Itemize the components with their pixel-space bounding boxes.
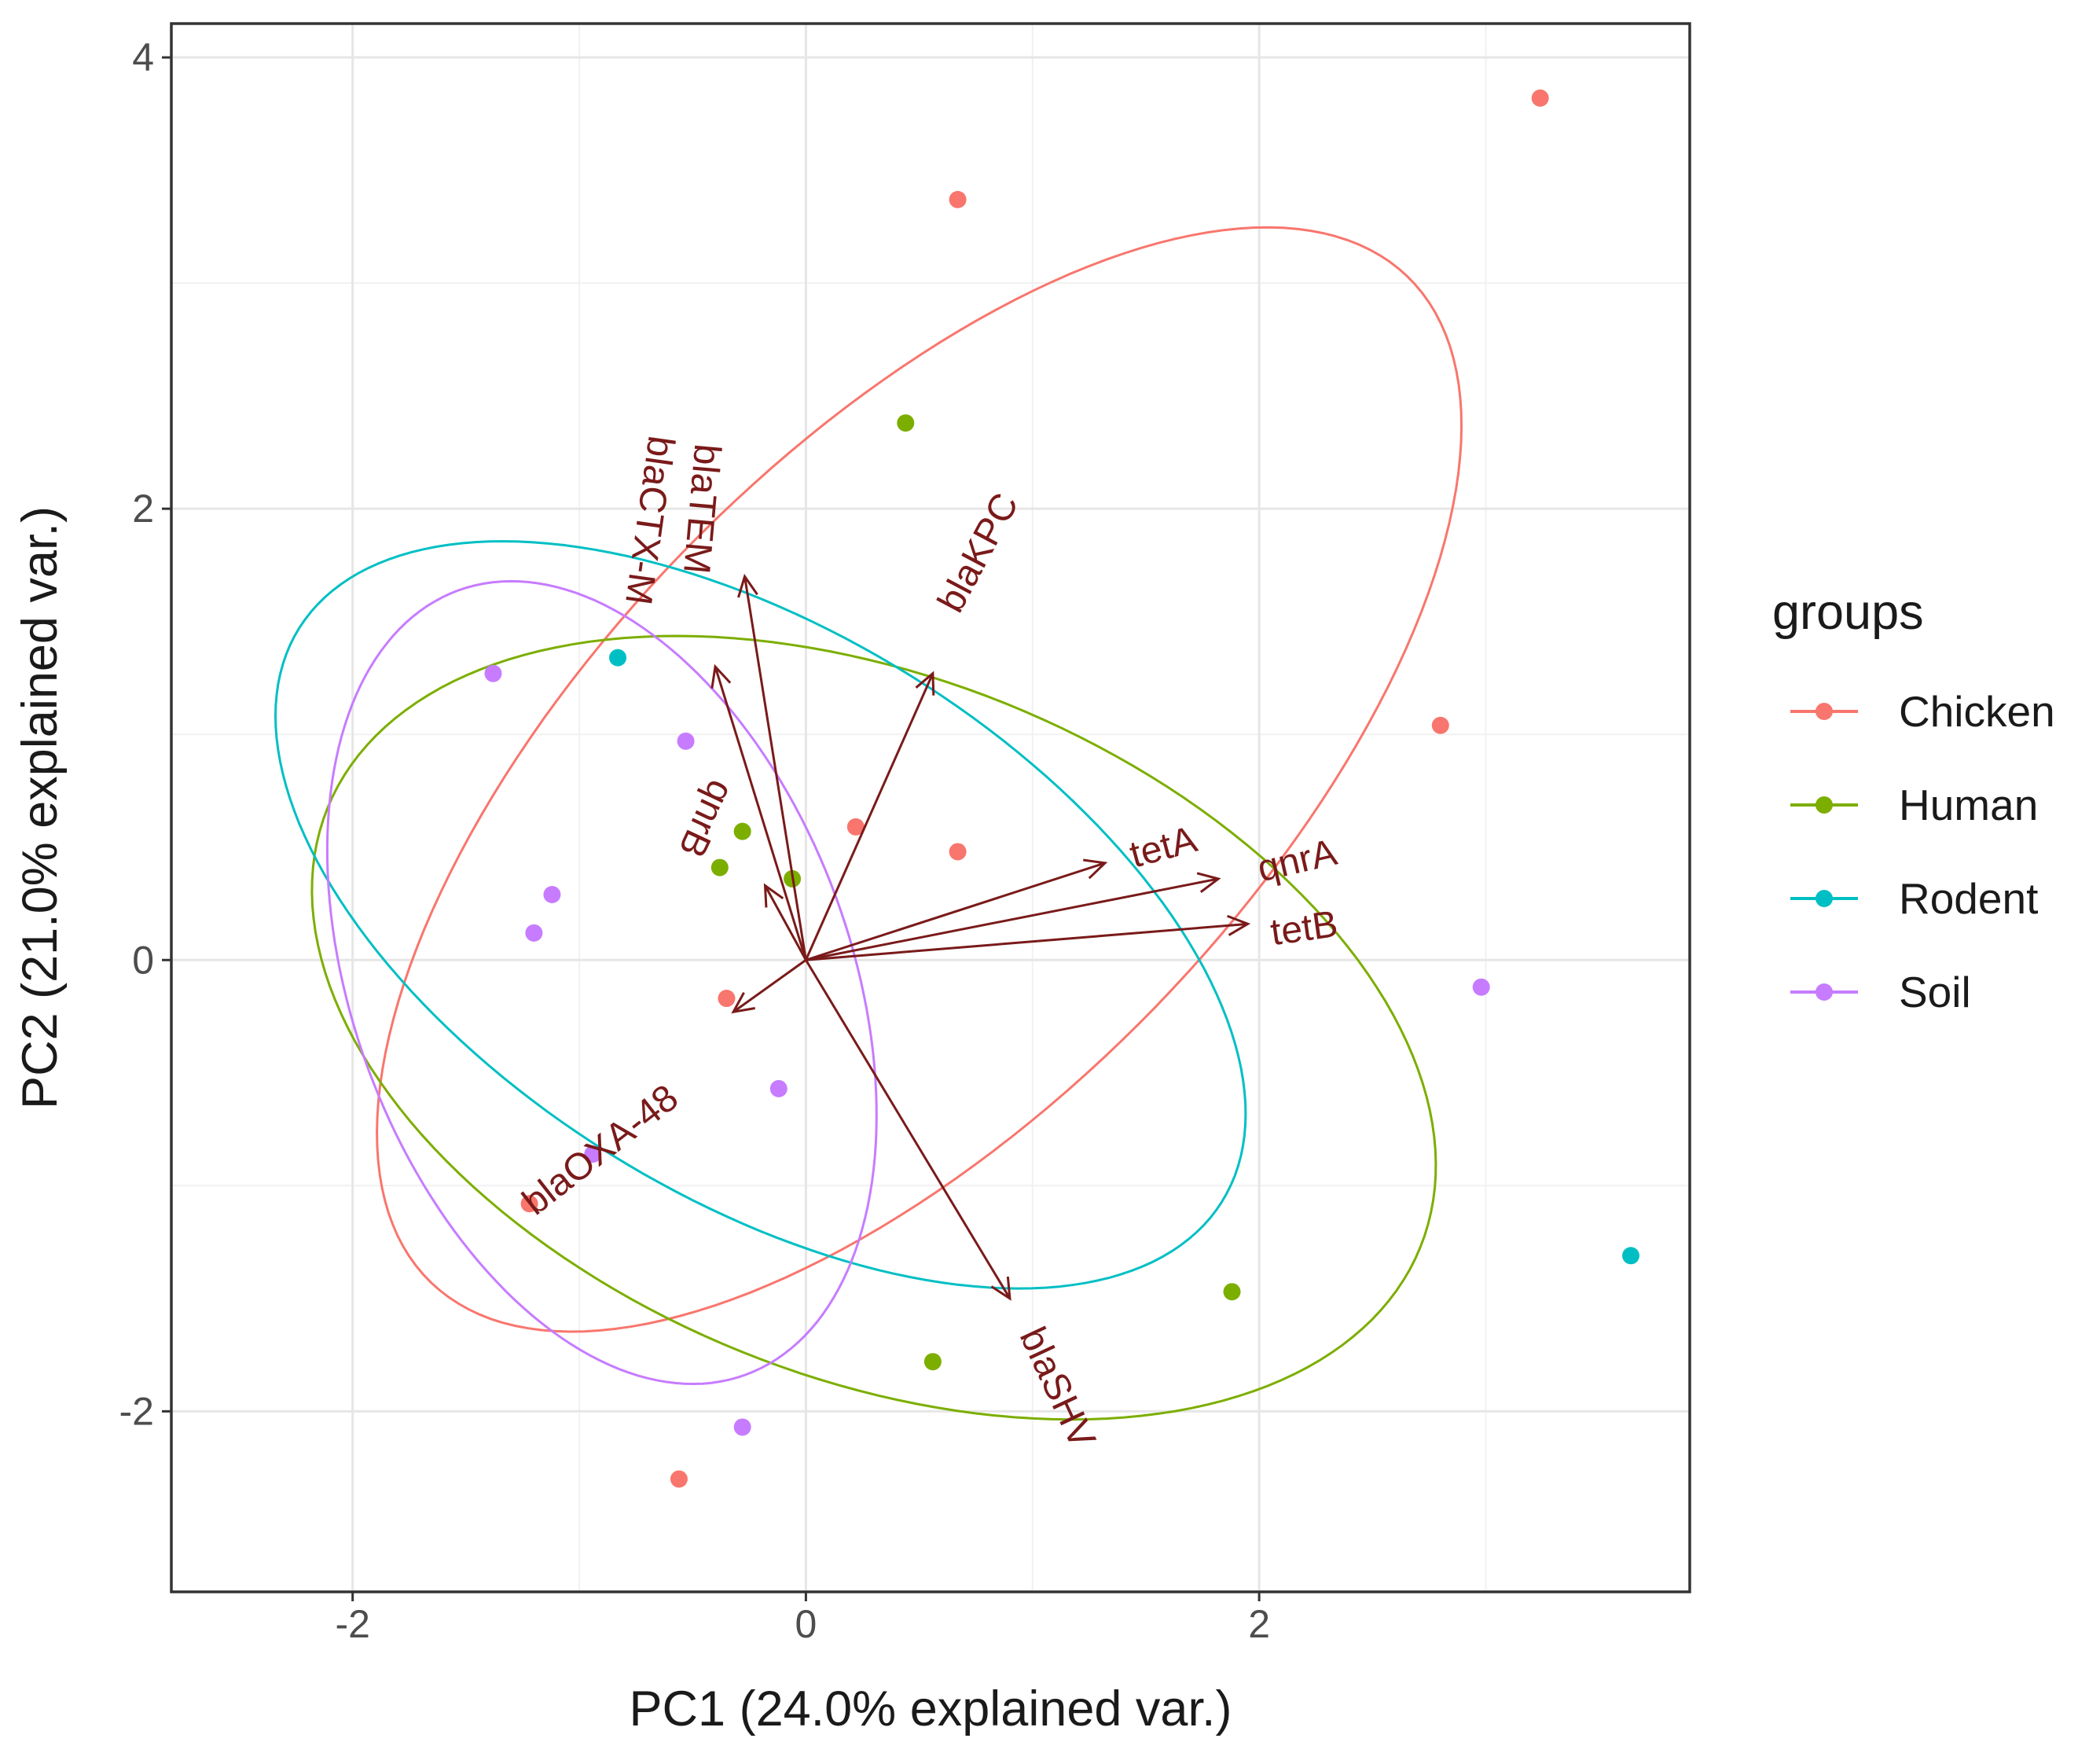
legend-label-human: Human [1899, 781, 2038, 829]
legend-label-soil: Soil [1899, 968, 1971, 1016]
point-rodent [1622, 1247, 1640, 1265]
point-chicken [1531, 89, 1549, 107]
arrow-label-tetb: tetB [1268, 903, 1340, 954]
point-soil [1472, 978, 1490, 996]
point-soil [677, 732, 695, 750]
legend-key-point-soil [1815, 983, 1833, 1001]
ellipse-chicken [376, 226, 1463, 1333]
arrowhead-teta [1083, 858, 1108, 880]
y-tick-label: 0 [132, 938, 154, 982]
ellipse-rodent [274, 540, 1247, 1290]
panel-background [171, 24, 1690, 1592]
data-points [484, 89, 1640, 1488]
x-axis-title: PC1 (24.0% explained var.) [630, 1681, 1232, 1736]
arrow-qnrb [764, 884, 807, 961]
point-soil [733, 1418, 751, 1436]
legend-key-point-chicken [1815, 703, 1833, 720]
legend-title: groups [1772, 585, 1924, 640]
x-tick-label: -2 [335, 1602, 369, 1646]
arrowhead-blashv [990, 1276, 1011, 1301]
arrowhead-qnrb [763, 883, 784, 908]
point-chicken [718, 990, 736, 1008]
legend-key-point-rodent [1815, 890, 1833, 907]
arrow-qnra [806, 877, 1219, 961]
arrow-blashv [805, 959, 1011, 1299]
legend-key-point-human [1815, 796, 1833, 814]
arrowhead-blatem [737, 573, 758, 598]
group-ellipses [274, 226, 1463, 1421]
arrowhead-blaoxa-48 [731, 991, 755, 1014]
arrow-teta [805, 862, 1106, 961]
point-human [1223, 1283, 1241, 1301]
y-axis-title: PC2 (21.0% explained var.) [13, 506, 68, 1109]
point-soil [484, 664, 502, 682]
point-chicken [949, 843, 967, 861]
arrow-blatem [743, 576, 807, 961]
point-soil [525, 924, 543, 942]
ellipse-human [310, 634, 1437, 1421]
y-tick-label: -2 [119, 1389, 154, 1433]
panel-border [170, 22, 1691, 1593]
arrowhead-blactx-m [710, 663, 732, 689]
point-soil [543, 886, 561, 904]
x-tick-label: 0 [795, 1602, 817, 1646]
point-soil [584, 1145, 602, 1163]
y-tick-label: 4 [132, 35, 154, 79]
ellipse-soil [325, 579, 878, 1386]
arrow-tetb [806, 922, 1248, 961]
point-human [897, 414, 915, 432]
arrowhead-qnra [1196, 872, 1221, 893]
point-soil [769, 1079, 788, 1097]
legend-label-chicken: Chicken [1899, 687, 2055, 736]
point-chicken [520, 1195, 538, 1213]
arrow-blactx-m [714, 666, 807, 961]
point-rodent [609, 649, 627, 667]
panel-frame [170, 22, 1691, 1593]
legend-label-rodent: Rodent [1899, 874, 2038, 923]
point-human [923, 1353, 942, 1371]
axis-ticks: -2 0 2 -2 0 2 4 [119, 35, 1270, 1646]
legend: groups Chicken Human Rodent Soil [1772, 585, 2055, 1016]
point-chicken [1431, 716, 1449, 734]
arrow-blaoxa-48 [732, 959, 807, 1013]
grid [171, 24, 1690, 1592]
x-tick-label: 2 [1248, 1602, 1270, 1646]
arrowhead-blakpc [915, 671, 935, 696]
point-human [710, 858, 729, 876]
point-human [733, 822, 751, 840]
y-tick-label: 2 [132, 487, 154, 531]
point-chicken [846, 818, 865, 836]
point-chicken [670, 1470, 688, 1488]
arrow-blakpc [805, 673, 934, 961]
arrowhead-tetb [1227, 914, 1251, 936]
point-chicken [949, 190, 967, 208]
